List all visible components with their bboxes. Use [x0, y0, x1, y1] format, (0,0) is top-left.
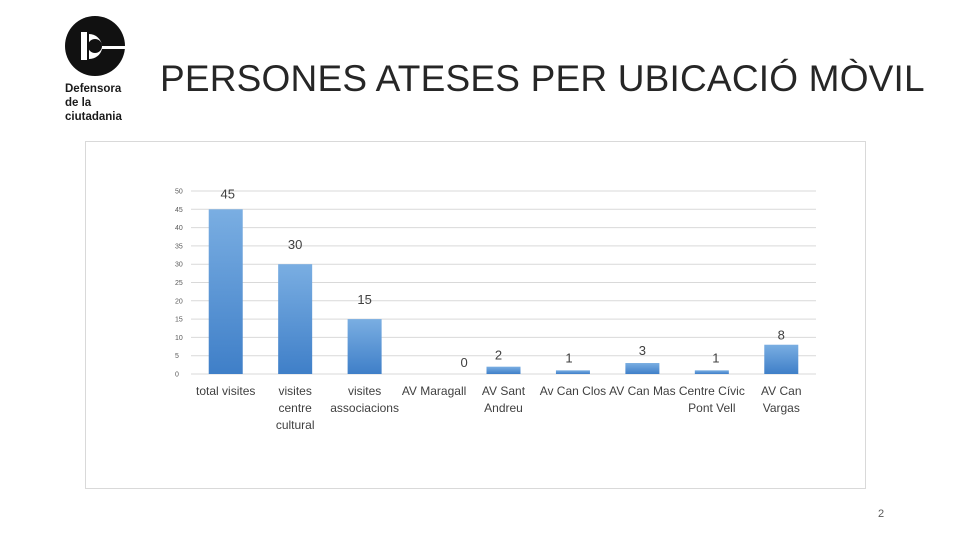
x-tick-label: visites associacions [330, 384, 399, 415]
data-label: 15 [357, 292, 371, 307]
bar [208, 209, 243, 374]
defensora-logo-icon [65, 16, 127, 76]
data-label: 1 [565, 350, 572, 365]
data-label: 1 [712, 350, 719, 365]
data-label: 8 [778, 328, 785, 343]
x-tick-label: AV Sant Andreu [482, 384, 526, 415]
bar [347, 319, 382, 374]
y-tick-label: 15 [175, 317, 183, 324]
logo-text: Defensora de la ciutadania [65, 83, 122, 123]
x-tick-label: visites centre cultural [276, 384, 315, 432]
x-tick-label: Centre Cívic Pont Vell [679, 384, 745, 415]
bar [764, 344, 799, 374]
y-tick-label: 30 [175, 262, 183, 269]
y-tick-label: 35 [175, 243, 183, 250]
x-tick-label: AV Can Mas [609, 384, 675, 398]
y-tick-label: 10 [175, 335, 183, 342]
y-tick-label: 20 [175, 298, 183, 305]
y-tick-label: 5 [175, 353, 179, 360]
y-tick-label: 25 [175, 280, 183, 287]
page-number: 2 [878, 508, 885, 520]
x-tick-label: AV Maragall [402, 384, 466, 398]
data-label: 30 [288, 237, 302, 252]
bar [625, 363, 660, 374]
x-tick-label: Av Can Clos [540, 384, 606, 398]
y-tick-label: 40 [175, 225, 183, 232]
y-tick-label: 45 [175, 207, 183, 214]
bar [486, 366, 521, 374]
data-label: 3 [639, 343, 646, 358]
data-label: 45 [220, 186, 234, 201]
logo: Defensora de la ciutadania [62, 16, 132, 126]
y-tick-label: 50 [175, 189, 183, 196]
x-tick-label: AV Can Vargas [761, 384, 801, 415]
data-label: 2 [495, 348, 502, 363]
bar [694, 370, 729, 374]
page-title: PERSONES ATESES PER UBICACIÓ MÒVIL [160, 58, 925, 99]
x-tick-label: total visites [196, 384, 255, 398]
data-label: 0 [460, 355, 467, 370]
bar [278, 264, 313, 374]
chart-area: 0 5 10 15 20 25 30 35 40 45 50 45 total visites 30 vis… [85, 141, 866, 489]
bar [555, 370, 590, 374]
y-tick-label: 0 [175, 372, 179, 379]
